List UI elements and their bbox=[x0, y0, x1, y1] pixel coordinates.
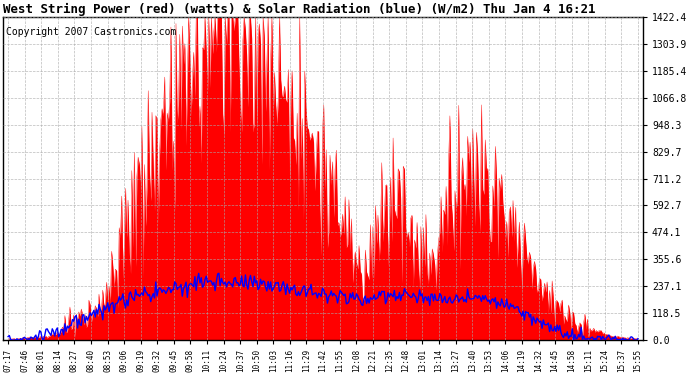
Text: Copyright 2007 Castronics.com: Copyright 2007 Castronics.com bbox=[6, 27, 177, 37]
Text: West String Power (red) (watts) & Solar Radiation (blue) (W/m2) Thu Jan 4 16:21: West String Power (red) (watts) & Solar … bbox=[3, 3, 595, 16]
